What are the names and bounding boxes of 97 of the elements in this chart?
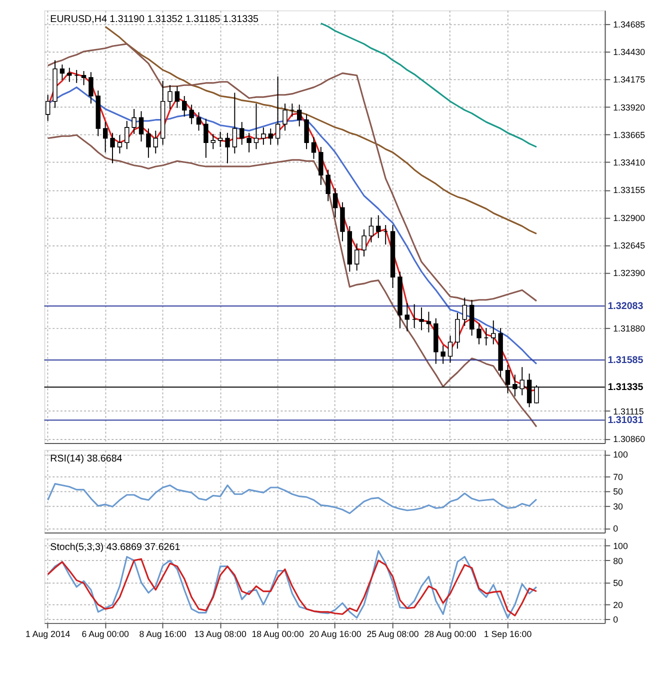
chart-title: EURUSD,H4 1.31190 1.31352 1.31185 1.31335 [50, 14, 260, 26]
x-tick-label: 6 Aug 00:00 [82, 629, 130, 640]
y-tick-label: 1.30860 [613, 434, 646, 444]
line-series [47, 134, 538, 428]
x-tick-label: 13 Aug 08:00 [194, 629, 246, 640]
candlestick [419, 306, 424, 331]
y-tick-label: 100 [613, 450, 628, 460]
candlestick [368, 216, 374, 243]
y-tick-label: 1.33920 [613, 102, 646, 112]
candlestick [138, 110, 144, 142]
x-tick-label: 1 Sep 16:00 [484, 629, 532, 640]
x-tick-label: 25 Aug 08:00 [366, 629, 419, 640]
y-tick-label: 1.34430 [613, 46, 646, 57]
candlestick [476, 323, 482, 345]
candlestick [67, 67, 72, 82]
candlestick [124, 120, 130, 150]
candlestick [318, 146, 324, 186]
y-tick-label: 1.31880 [613, 323, 646, 334]
candlestick [354, 242, 360, 272]
y-tick-label: 50 [613, 486, 624, 497]
candlestick [362, 228, 366, 257]
y-tick-label: 70 [613, 472, 624, 482]
y-tick-label: 0 [613, 523, 618, 534]
candlestick [110, 132, 115, 164]
candlestick [254, 103, 259, 150]
line-series [47, 43, 538, 302]
candlestick [117, 134, 122, 154]
candlestick [426, 311, 432, 333]
candlestick [404, 302, 410, 332]
line-series [104, 26, 538, 234]
candlestick [332, 188, 338, 218]
line-series [47, 558, 538, 616]
candlestick [246, 132, 252, 153]
y-tick-label: 0 [613, 614, 618, 625]
chart-title: RSI(14) 38.6684 [50, 454, 123, 465]
candlestick [296, 104, 302, 127]
candlestick [196, 112, 202, 132]
candlestick [282, 103, 288, 132]
y-tick-label: 1.31115 [613, 406, 644, 416]
y-tick-label: 20 [613, 600, 624, 610]
candlestick [218, 131, 223, 148]
candlestick [311, 136, 316, 160]
candlestick [462, 297, 467, 326]
candlestick [204, 118, 208, 158]
candlestick [240, 122, 244, 146]
candlestick [376, 214, 381, 239]
y-tick-label: 1.34685 [613, 19, 646, 30]
line-series [47, 483, 538, 514]
candlestick [469, 299, 474, 336]
candlestick [340, 202, 345, 242]
candlestick [448, 335, 453, 364]
line-series [47, 550, 538, 619]
candlestick [261, 126, 266, 146]
candlestick [60, 64, 65, 80]
candlestick [304, 114, 309, 150]
y-tick-label: 1.32390 [613, 268, 646, 278]
candlestick [268, 128, 273, 146]
x-tick-label: 8 Aug 16:00 [139, 629, 187, 640]
candlestick [146, 128, 151, 158]
candlestick [189, 104, 194, 125]
ref-line-label: 1.32083 [608, 300, 644, 312]
y-tick-label: 1.33665 [613, 130, 646, 140]
y-tick-label: 1.32645 [613, 240, 646, 251]
candlestick [491, 320, 496, 345]
y-tick-label: 1.34175 [613, 74, 646, 85]
candlestick [455, 312, 460, 350]
candlestick [153, 130, 158, 154]
x-tick-label: 18 Aug 00:00 [252, 629, 304, 640]
candlestick [326, 169, 330, 202]
x-tick-label: 1 Aug 2014 [25, 629, 70, 640]
candlestick [132, 108, 136, 134]
y-tick-label: 1.32900 [613, 212, 646, 223]
candlestick [81, 70, 86, 86]
candlestick [232, 92, 238, 154]
candlestick [174, 86, 180, 108]
candlestick [45, 94, 50, 122]
ref-line-label: 1.31031 [608, 415, 644, 426]
y-tick-label: 30 [613, 501, 624, 512]
candlestick [88, 72, 94, 104]
x-tick-label: 20 Aug 16:00 [309, 629, 362, 640]
candlestick [275, 76, 280, 146]
candlestick [210, 133, 216, 150]
ref-line-label: 1.31585 [608, 354, 644, 366]
candlestick [102, 122, 108, 153]
y-tick-label: 50 [613, 578, 624, 588]
candlestick [225, 132, 230, 164]
y-tick-label: 100 [613, 541, 628, 552]
x-tick-label: 28 Aug 00:00 [424, 629, 476, 640]
chart-title: Stoch(5,3,3) 43.6869 37.6261 [50, 542, 180, 554]
y-tick-label: 80 [613, 556, 624, 566]
line-series [320, 22, 538, 148]
ref-line-label: 1.31335 [608, 382, 644, 394]
y-tick-label: 1.33410 [613, 158, 646, 168]
candlestick [182, 95, 187, 118]
candlestick [440, 344, 446, 364]
y-tick-label: 1.33155 [613, 185, 646, 196]
candlestick [168, 84, 172, 110]
